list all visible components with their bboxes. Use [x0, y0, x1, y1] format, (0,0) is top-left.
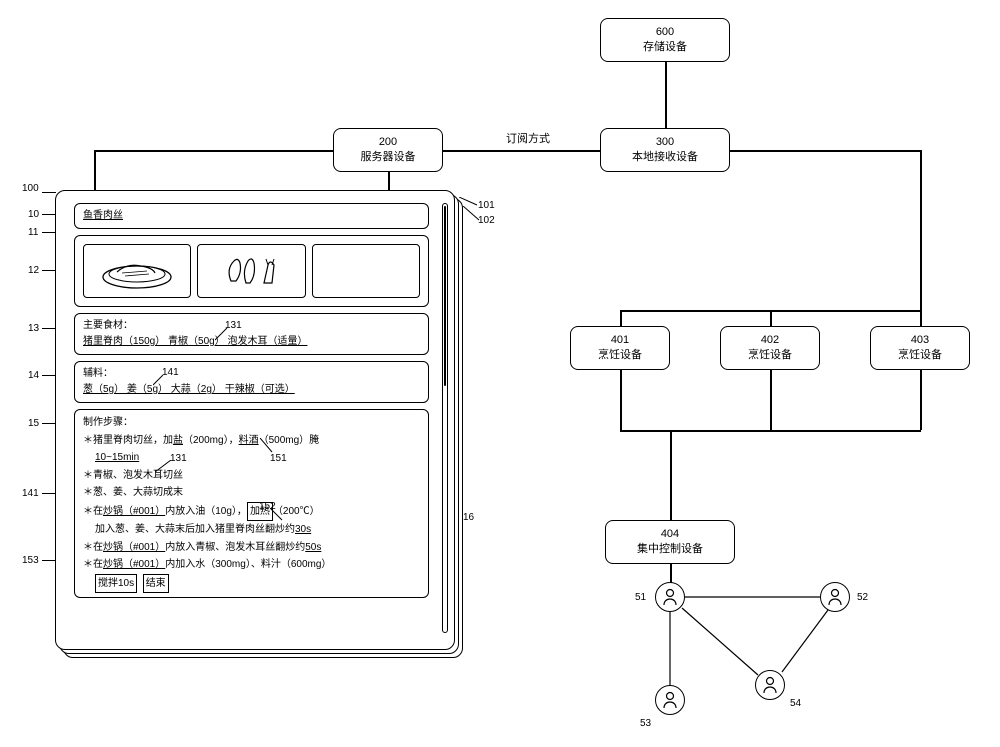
ref-153: 153 [22, 555, 39, 566]
step-5: ＊在炒锅（#001）内放入青椒、泡发木耳丝翻炒约50s [83, 539, 420, 557]
conn-cook3-d [920, 370, 922, 430]
ref-12: 12 [28, 265, 39, 276]
step-4-next: 加入葱、姜、大蒜末后加入猪里脊肉丝翻炒约30s [83, 521, 420, 539]
lead-131b [155, 460, 173, 474]
step-1: ＊猪里脊肉切丝，加盐（200mg），料酒（500mg）腌 [83, 432, 420, 450]
recipe-images-section [74, 235, 429, 307]
ref-54: 54 [790, 698, 801, 709]
person-51 [655, 582, 685, 612]
recipe-card-front: 鱼香肉丝 [55, 190, 455, 650]
node-cook3-label: 烹饪设备 [898, 346, 942, 362]
ref-51: 51 [635, 592, 646, 603]
seasoning-label: 辅料： [83, 366, 420, 382]
node-cook1-label: 烹饪设备 [598, 346, 642, 362]
conn-central-bus [620, 430, 921, 432]
seasoning-section: 辅料： 葱（5g） 姜（5g） 大蒜（2g） 干辣椒（可选） 141 [74, 361, 429, 403]
lead-141 [153, 375, 165, 387]
scrollbar-thumb[interactable] [444, 206, 446, 386]
ref-13: 13 [28, 323, 39, 334]
node-storage-label: 存储设备 [643, 38, 687, 54]
ingredients-section: 主要食材： 猪里脊肉（150g） 青椒（50g） 泡发木耳（适量） 131 [74, 313, 429, 355]
step-4: ＊在炒锅（#001）内放入油（10g），加热（200℃） [83, 502, 420, 522]
seasoning-text: 葱（5g） 姜（5g） 大蒜（2g） 干辣椒（可选） [83, 384, 295, 395]
node-cook3: 403 烹饪设备 [870, 326, 970, 370]
conn-receiver-right [730, 150, 920, 152]
person-53 [655, 685, 685, 715]
node-receiver-num: 300 [656, 136, 674, 148]
node-receiver-label: 本地接收设备 [632, 148, 698, 164]
conn-server-left [94, 150, 333, 152]
node-cook2-num: 402 [761, 334, 779, 346]
scrollbar[interactable] [442, 203, 448, 633]
lead-152 [270, 508, 284, 522]
ref-14: 14 [28, 370, 39, 381]
recipe-image-dish [83, 244, 191, 298]
conn-cook3-v [920, 310, 922, 326]
node-server: 200 服务器设备 [333, 128, 443, 172]
conn-central-p51 [670, 564, 672, 584]
node-cook2: 402 烹饪设备 [720, 326, 820, 370]
ref-100: 100 [22, 183, 39, 194]
ref-11: 11 [28, 227, 38, 238]
ref-141b: 141 [22, 488, 39, 499]
step-6-end: 搅拌10s 结束 [83, 574, 420, 594]
node-cook1: 401 烹饪设备 [570, 326, 670, 370]
node-receiver: 300 本地接收设备 [600, 128, 730, 172]
conn-cook2-d [770, 370, 772, 430]
ref-15: 15 [28, 418, 39, 429]
node-server-num: 200 [379, 136, 397, 148]
lead-151 [260, 438, 274, 454]
steps-section: 制作步骤： ＊猪里脊肉切丝，加盐（200mg），料酒（500mg）腌 10~15… [74, 409, 429, 598]
conn-server-receiver [443, 150, 600, 152]
node-storage-num: 600 [656, 26, 674, 38]
conn-server-card [388, 172, 390, 190]
step-2: ＊青椒、泡发木耳切丝 [83, 467, 420, 485]
node-storage: 600 存储设备 [600, 18, 730, 62]
node-cook3-num: 403 [911, 334, 929, 346]
steps-label: 制作步骤： [83, 414, 420, 432]
recipe-image-ingredients [197, 244, 305, 298]
ref-10: 10 [28, 209, 39, 220]
person-52 [820, 582, 850, 612]
ingredients-text: 猪里脊肉（150g） 青椒（50g） 泡发木耳（适量） [83, 336, 308, 347]
ref-16: 16 [463, 512, 474, 523]
recipe-title-section: 鱼香肉丝 [74, 203, 429, 229]
lead-102 [463, 206, 481, 222]
ref-52: 52 [857, 592, 868, 603]
step-6: ＊在炒锅（#001）内加入水（300mg）、料汁（600mg） [83, 556, 420, 574]
recipe-card-stack: 鱼香肉丝 [55, 190, 455, 660]
node-cook1-num: 401 [611, 334, 629, 346]
recipe-title: 鱼香肉丝 [83, 210, 123, 221]
conn-cook1-d [620, 370, 622, 430]
conn-right-down [920, 150, 922, 310]
lead-131 [215, 328, 229, 342]
node-server-label: 服务器设备 [361, 148, 416, 164]
ref-53: 53 [640, 718, 651, 729]
node-cook2-label: 烹饪设备 [748, 346, 792, 362]
lead-100 [42, 192, 56, 193]
conn-cook1-v [620, 310, 622, 326]
node-central: 404 集中控制设备 [605, 520, 735, 564]
node-central-label: 集中控制设备 [637, 540, 703, 556]
step-3: ＊葱、姜、大蒜切成末 [83, 484, 420, 502]
step-1-time: 10~15min [83, 449, 420, 467]
person-54 [755, 670, 785, 700]
node-central-num: 404 [661, 528, 679, 540]
conn-central-v [670, 430, 672, 520]
recipe-image-empty [312, 244, 420, 298]
conn-cook2-v [770, 310, 772, 326]
edge-label: 订阅方式 [506, 130, 550, 146]
ingredients-label: 主要食材： [83, 318, 420, 334]
conn-storage-receiver [665, 62, 667, 128]
